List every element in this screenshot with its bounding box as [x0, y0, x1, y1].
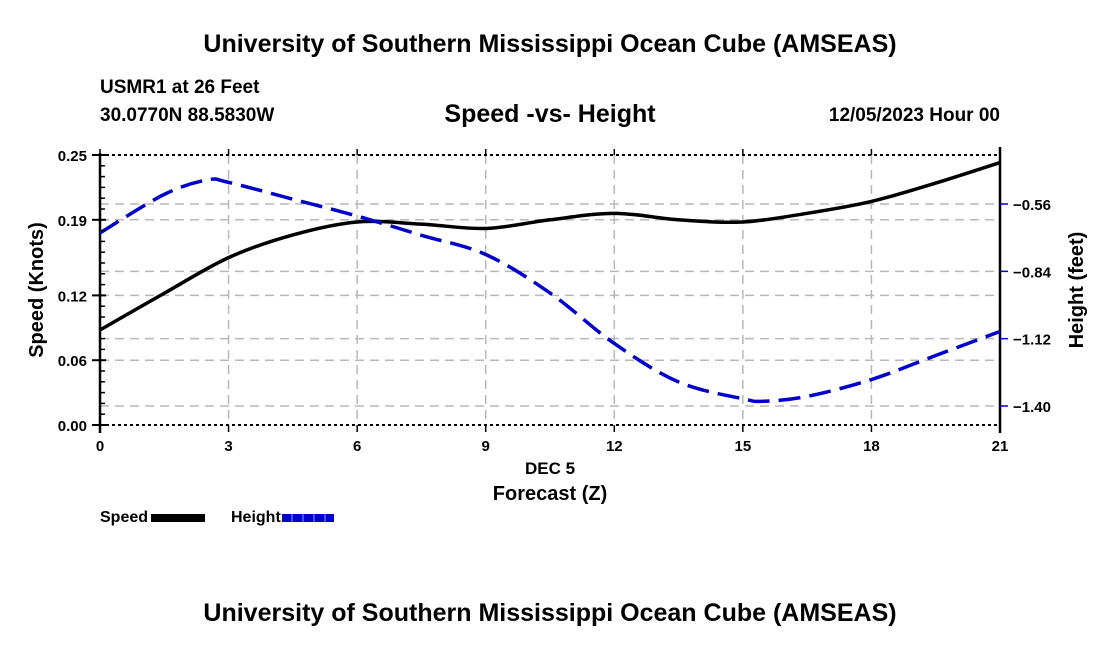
legend-height: Height	[231, 509, 334, 527]
legend-height-swatch	[281, 514, 334, 522]
series-lines	[99, 160, 1001, 404]
axes: 0.00 0.06 0.12 0.19 0.25 −0.56 −0.84 −1.12 −1.40…	[58, 148, 1052, 455]
legend-speed-label: Speed	[100, 509, 149, 526]
x-axis-label: Forecast (Z)	[493, 483, 607, 505]
x-tick-label: 18	[863, 438, 880, 455]
plot-frame	[98, 147, 1002, 433]
x-tick-label: 9	[482, 438, 490, 455]
y-axis-label: Speed (Knots)	[26, 222, 48, 358]
series-line-height	[99, 177, 1001, 404]
x-tick-label: 0	[96, 438, 104, 455]
y-tick-label: 0.12	[58, 288, 87, 305]
series-line-speed	[99, 160, 1001, 332]
chart-main-title: University of Southern Mississippi Ocean…	[203, 30, 897, 58]
legend-speed-swatch	[151, 514, 206, 522]
chart-footer-title: University of Southern Mississippi Ocean…	[203, 599, 897, 627]
x-axis-sublabel: DEC 5	[525, 459, 575, 478]
y2-tick-label: −0.56	[1013, 197, 1051, 214]
y-tick-label: 0.19	[58, 213, 87, 230]
grid-lines	[100, 155, 1000, 425]
x-tick-label: 21	[992, 438, 1009, 455]
chart-subtitle: Speed -vs- Height	[444, 100, 656, 128]
y-tick-label: 0.25	[58, 148, 87, 165]
legend-speed: Speed	[100, 509, 206, 527]
x-tick-label: 12	[606, 438, 623, 455]
x-tick-label: 15	[735, 438, 752, 455]
forecast-datetime: 12/05/2023 Hour 00	[828, 105, 1000, 126]
coordinates-label: 30.0770N 88.5830W	[100, 105, 275, 126]
y2-tick-label: −1.12	[1013, 332, 1051, 349]
x-tick-label: 3	[224, 438, 232, 455]
station-label: USMR1 at 26 Feet	[100, 77, 260, 98]
legend-height-label: Height	[231, 509, 281, 526]
x-tick-label: 6	[353, 438, 361, 455]
y-tick-label: 0.06	[58, 353, 87, 370]
y2-axis-label: Height (feet)	[1066, 232, 1088, 349]
y-tick-label: 0.00	[58, 418, 87, 435]
y2-tick-label: −1.40	[1013, 399, 1051, 416]
y2-tick-label: −0.84	[1013, 264, 1052, 281]
